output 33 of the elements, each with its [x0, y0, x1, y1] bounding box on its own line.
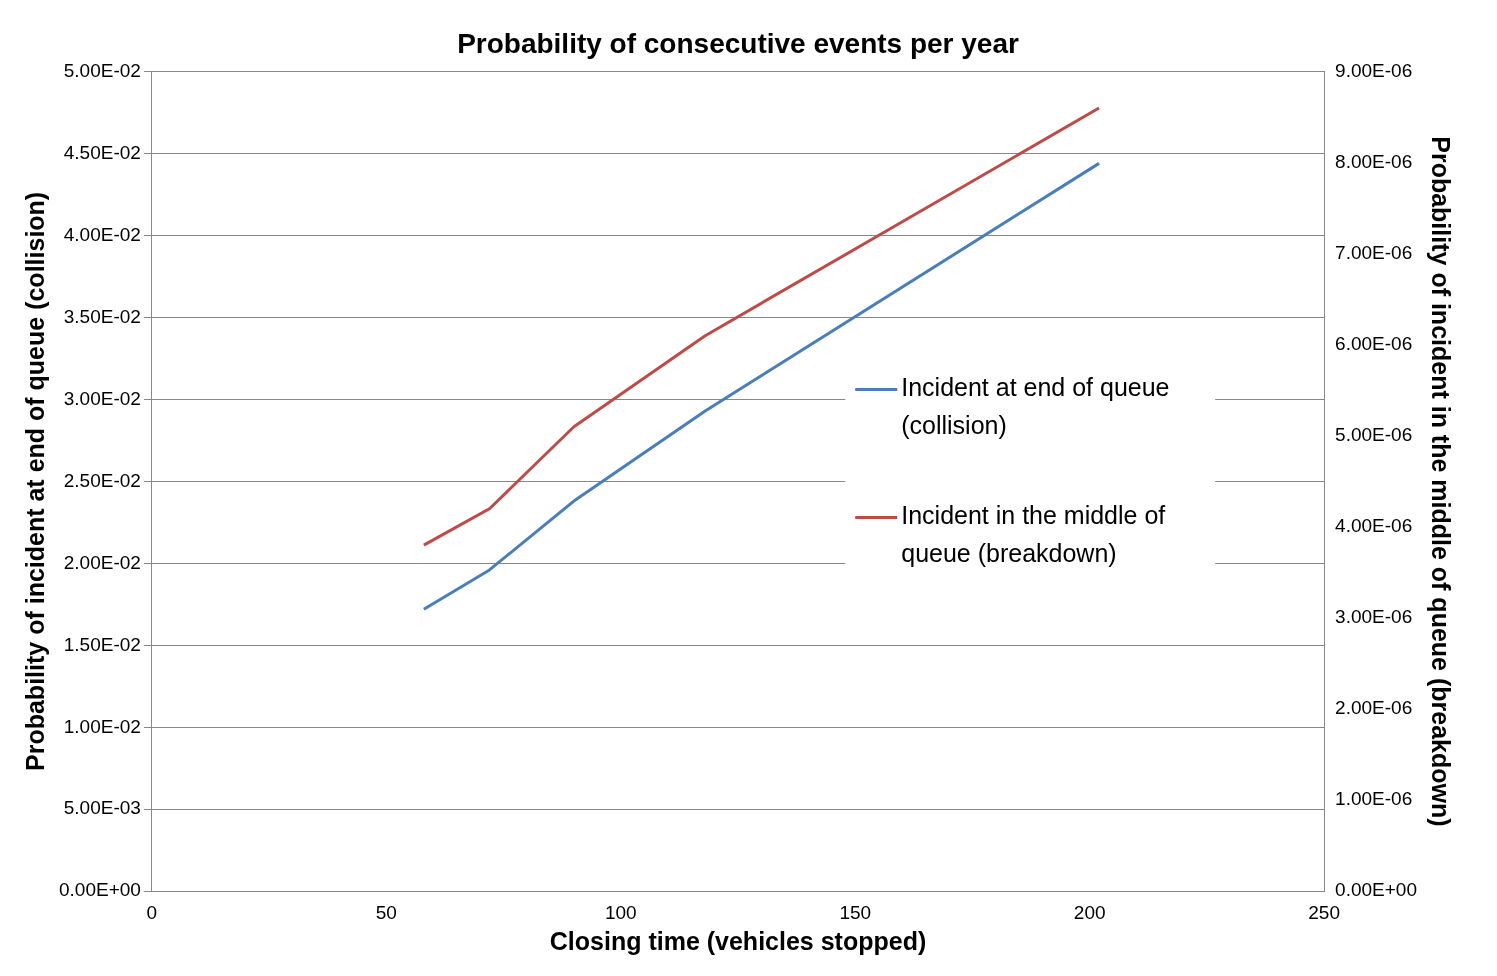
y-tick-label: 4.50E-02 [63, 141, 141, 163]
x-tick-label: 100 [604, 901, 637, 923]
y2-tick-label: 5.00E-06 [1335, 424, 1413, 446]
y-tick-label: 3.50E-02 [63, 305, 141, 327]
y-tick-label: 5.00E-03 [63, 797, 141, 819]
x-tick-label: 50 [375, 901, 397, 923]
legend-label: Incident in the middle of queue (breakdown) [901, 501, 1166, 568]
y-tick-label: 1.50E-02 [63, 633, 141, 655]
y2-tick-label: 4.00E-06 [1335, 515, 1413, 537]
y2-tick-label: 7.00E-06 [1335, 241, 1413, 263]
y-tick-label: 2.00E-02 [63, 551, 141, 573]
y-tick-label: 3.00E-02 [63, 387, 141, 409]
y2-axis-title: Probability of incident in the middle of queue (breakdown) [1427, 136, 1456, 827]
x-tick-label: 200 [1073, 901, 1106, 923]
chart-title: Probability of consecutive events per year [457, 27, 1019, 59]
y2-tick-label: 1.00E-06 [1335, 788, 1413, 810]
y-tick-label: 0.00E+00 [58, 879, 141, 901]
y2-tick-label: 9.00E-06 [1335, 59, 1413, 81]
y2-tick-label: 6.00E-06 [1335, 333, 1413, 355]
y-axis-title: Probability of incident at end of queue (collision) [20, 191, 49, 771]
y-tick-label: 2.50E-02 [63, 469, 141, 491]
x-tick-label: 150 [839, 901, 872, 923]
y2-tick-label: 3.00E-06 [1335, 606, 1413, 628]
y2-tick-label: 8.00E-06 [1335, 150, 1413, 172]
y-tick-label: 4.00E-02 [63, 223, 141, 245]
x-tick-label: 250 [1308, 901, 1340, 923]
y2-tick-label: 0.00E+00 [1335, 879, 1418, 901]
legend-label: Incident at end of queue (collision) [901, 373, 1170, 440]
y2-tick-label: 2.00E-06 [1335, 697, 1413, 719]
y-tick-label: 5.00E-02 [63, 59, 141, 81]
x-axis-title: Closing time (vehicles stopped) [549, 926, 927, 955]
x-tick-label: 0 [146, 901, 158, 923]
y-tick-label: 1.00E-02 [63, 715, 141, 737]
